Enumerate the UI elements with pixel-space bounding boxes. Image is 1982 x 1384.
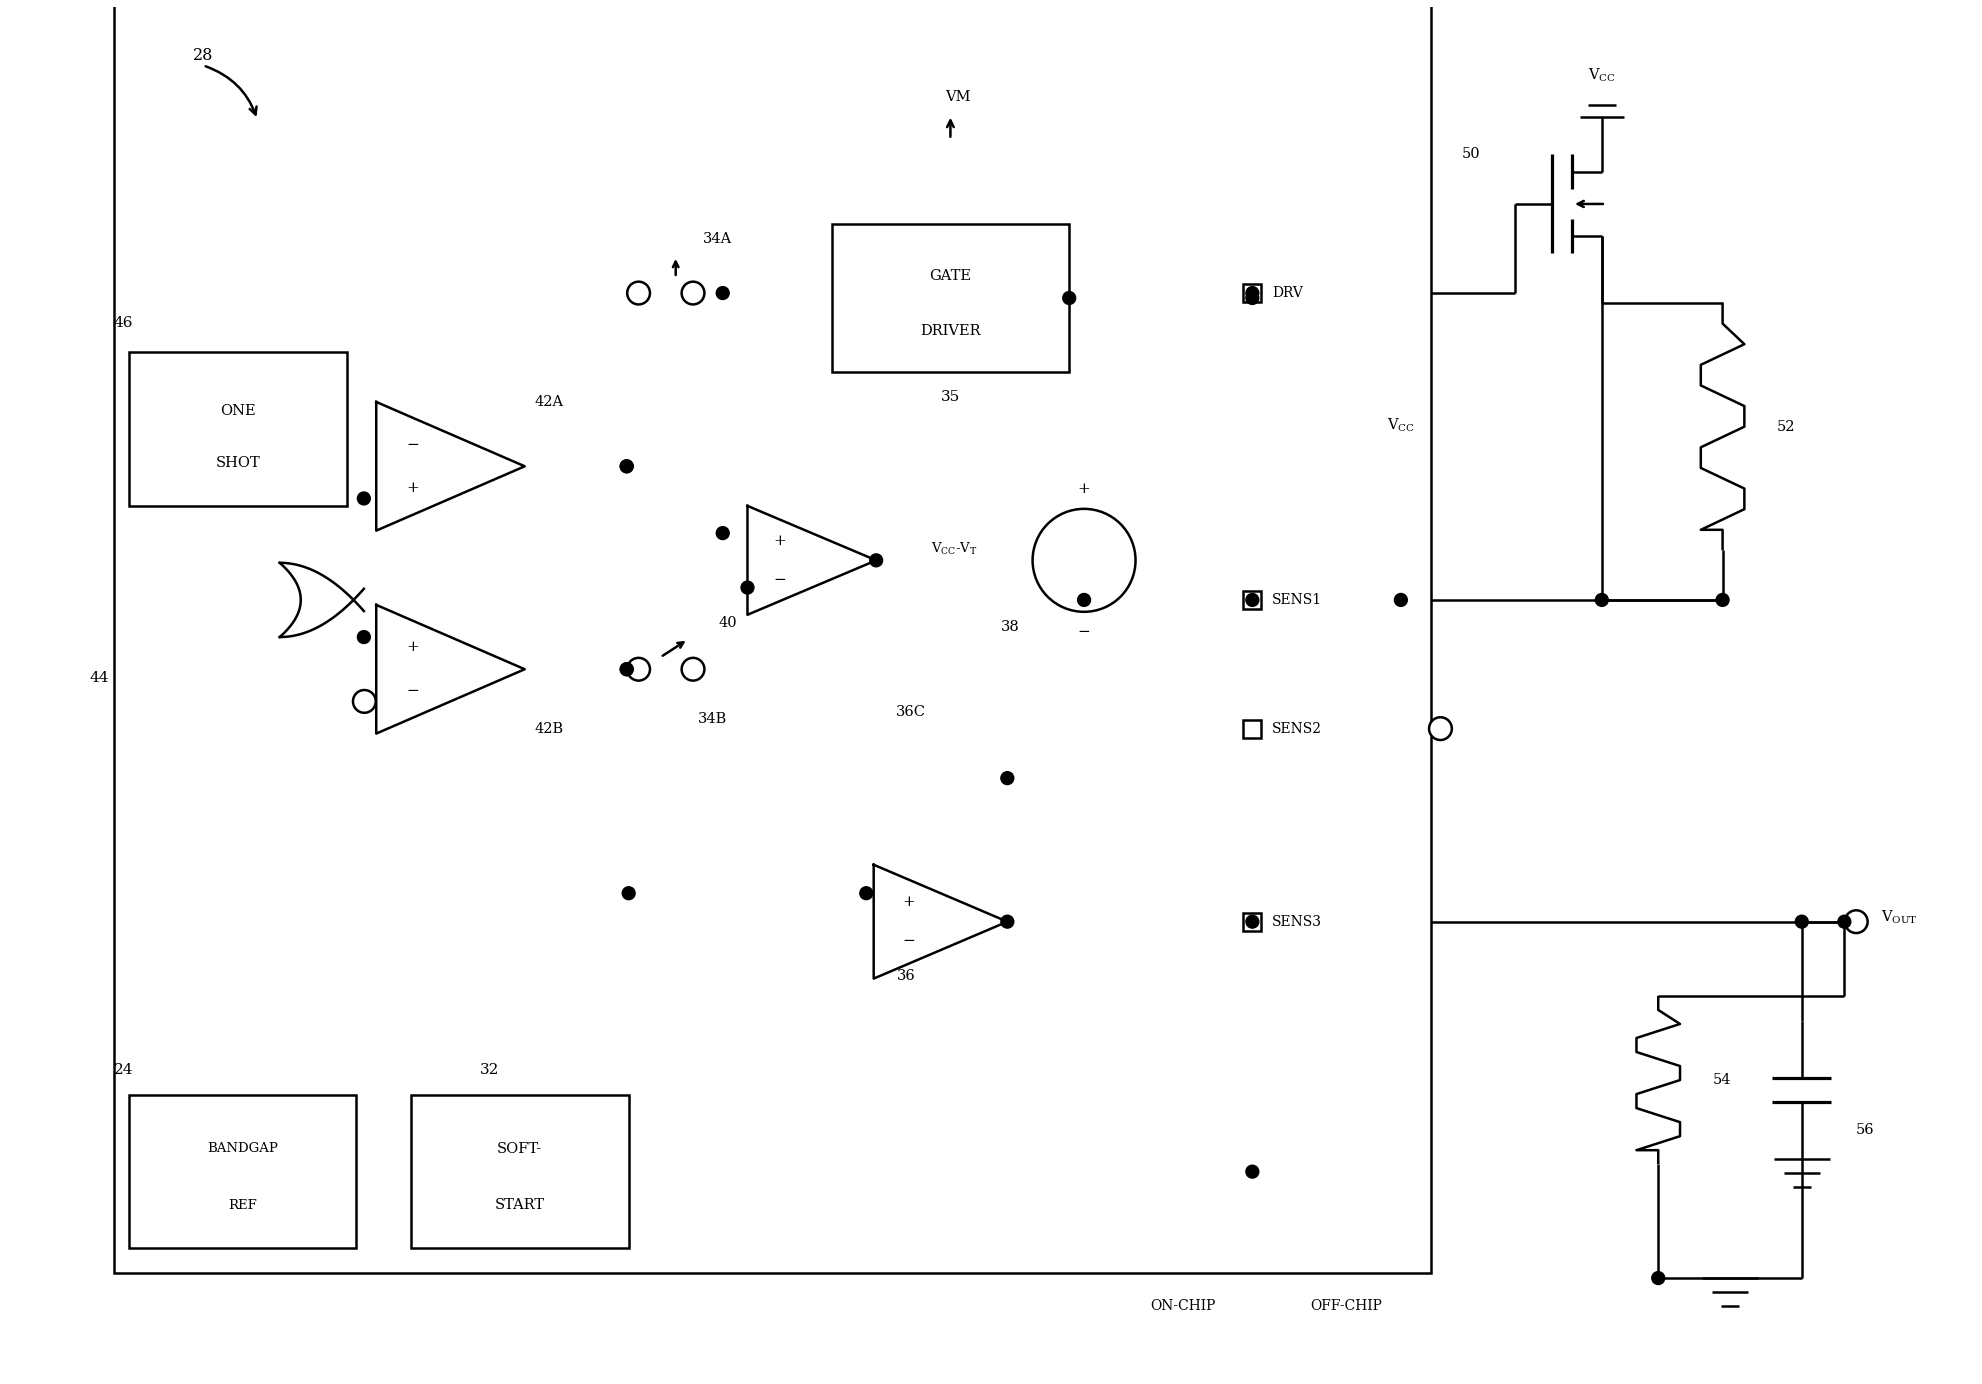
- Text: 28: 28: [192, 47, 214, 64]
- Bar: [113, 0, 1429, 1273]
- Circle shape: [1714, 594, 1728, 606]
- Text: 36C: 36C: [896, 704, 926, 718]
- Text: −: −: [406, 684, 418, 698]
- Text: V$_\mathregular{CC}$-V$_\mathregular{T}$: V$_\mathregular{CC}$-V$_\mathregular{T}$: [930, 540, 977, 556]
- Text: 38: 38: [1001, 620, 1019, 634]
- Text: −: −: [406, 437, 418, 451]
- Text: ON-CHIP: ON-CHIP: [1150, 1298, 1215, 1313]
- Circle shape: [357, 631, 371, 644]
- Text: 24: 24: [113, 1063, 133, 1077]
- Text: 34B: 34B: [698, 711, 727, 725]
- Circle shape: [626, 282, 650, 304]
- Circle shape: [1001, 772, 1013, 785]
- Circle shape: [1245, 594, 1259, 606]
- Text: DRV: DRV: [1272, 286, 1302, 300]
- Circle shape: [1245, 915, 1259, 929]
- Circle shape: [620, 663, 632, 675]
- Circle shape: [870, 554, 882, 567]
- Bar: [1243, 591, 1261, 609]
- Circle shape: [1076, 594, 1090, 606]
- Text: OFF-CHIP: OFF-CHIP: [1310, 1298, 1381, 1313]
- Text: +: +: [1076, 482, 1090, 495]
- Circle shape: [1033, 509, 1136, 612]
- Text: 56: 56: [1855, 1122, 1873, 1136]
- Circle shape: [357, 493, 371, 505]
- Circle shape: [1837, 915, 1849, 929]
- Circle shape: [1596, 594, 1607, 606]
- Text: 44: 44: [89, 671, 109, 685]
- Circle shape: [353, 691, 375, 713]
- Text: 34A: 34A: [702, 231, 731, 245]
- Text: V$_\mathregular{CC}$: V$_\mathregular{CC}$: [1588, 66, 1615, 84]
- Circle shape: [716, 286, 729, 299]
- Circle shape: [620, 459, 632, 473]
- Circle shape: [1794, 915, 1808, 929]
- Circle shape: [682, 282, 704, 304]
- Circle shape: [1245, 292, 1259, 304]
- Circle shape: [1001, 915, 1013, 929]
- Circle shape: [716, 527, 729, 540]
- Text: 36: 36: [896, 969, 916, 983]
- Text: −: −: [902, 934, 916, 948]
- Text: V$_\mathregular{CC}$: V$_\mathregular{CC}$: [1385, 415, 1413, 433]
- Text: +: +: [406, 641, 418, 655]
- Text: DRIVER: DRIVER: [920, 324, 981, 338]
- Bar: [1243, 913, 1261, 930]
- Text: −: −: [773, 573, 787, 587]
- Circle shape: [682, 657, 704, 681]
- Circle shape: [741, 581, 753, 594]
- Text: 42B: 42B: [535, 721, 563, 736]
- Text: 42A: 42A: [535, 394, 563, 408]
- Text: SHOT: SHOT: [216, 455, 260, 471]
- Text: VM: VM: [945, 90, 971, 104]
- Circle shape: [620, 459, 632, 473]
- Text: SENS1: SENS1: [1272, 592, 1322, 608]
- Circle shape: [620, 0, 632, 3]
- Circle shape: [716, 0, 729, 3]
- Text: SOFT-: SOFT-: [497, 1142, 541, 1156]
- Bar: [1243, 284, 1261, 302]
- Text: 32: 32: [480, 1063, 499, 1077]
- Text: +: +: [406, 482, 418, 495]
- Text: START: START: [494, 1199, 545, 1212]
- Text: 54: 54: [1712, 1073, 1730, 1086]
- Circle shape: [622, 887, 634, 900]
- Circle shape: [860, 887, 872, 900]
- Bar: [1243, 720, 1261, 738]
- Text: +: +: [902, 895, 916, 909]
- Text: 35: 35: [939, 390, 959, 404]
- Circle shape: [1429, 717, 1451, 740]
- Circle shape: [1651, 1272, 1663, 1284]
- Bar: [129, 1095, 357, 1248]
- Bar: [410, 1095, 628, 1248]
- Circle shape: [341, 0, 353, 3]
- Text: REF: REF: [228, 1199, 258, 1212]
- Text: ONE: ONE: [220, 404, 256, 418]
- Text: SENS2: SENS2: [1272, 721, 1322, 736]
- Bar: [129, 353, 347, 507]
- Text: BANDGAP: BANDGAP: [206, 1142, 277, 1156]
- Text: V$_\mathregular{OUT}$: V$_\mathregular{OUT}$: [1881, 908, 1917, 926]
- Text: 40: 40: [719, 616, 737, 630]
- Text: −: −: [1076, 624, 1090, 638]
- Text: +: +: [773, 534, 787, 548]
- Circle shape: [1245, 1165, 1259, 1178]
- Text: GATE: GATE: [930, 268, 971, 282]
- Text: 52: 52: [1776, 419, 1794, 433]
- Circle shape: [626, 657, 650, 681]
- Circle shape: [1843, 911, 1867, 933]
- Circle shape: [1393, 594, 1407, 606]
- Text: SENS3: SENS3: [1272, 915, 1322, 929]
- Text: 46: 46: [113, 316, 133, 329]
- Circle shape: [620, 663, 632, 675]
- Bar: [830, 224, 1068, 372]
- Text: 50: 50: [1461, 148, 1479, 162]
- Circle shape: [1245, 286, 1259, 299]
- Circle shape: [1062, 292, 1074, 304]
